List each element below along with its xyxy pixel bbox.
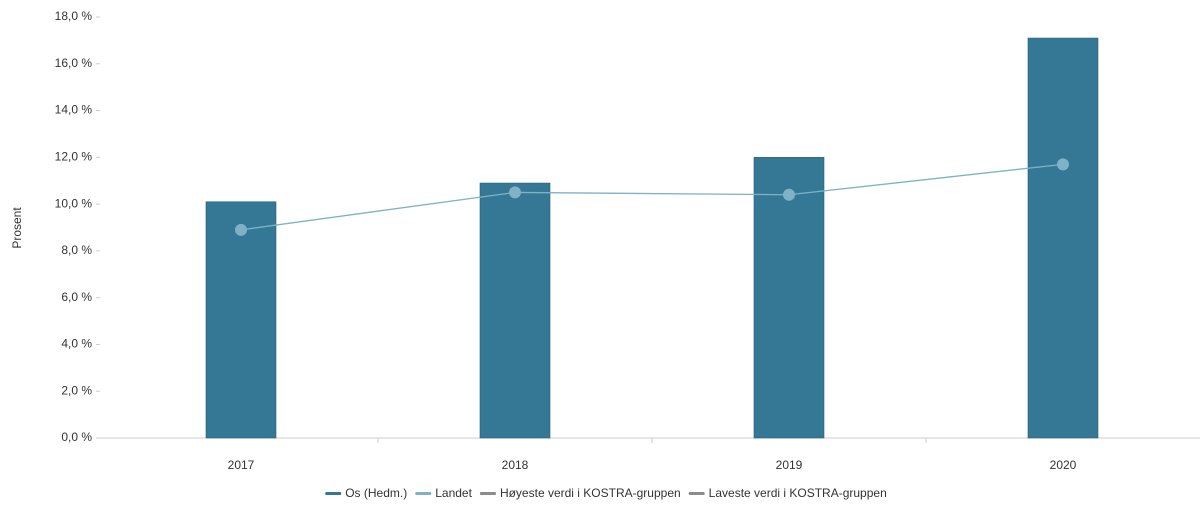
y-tick-label: 0,0 % [61, 430, 92, 444]
y-axis-title: Prosent [10, 207, 24, 249]
x-tick-label: 2019 [776, 458, 803, 472]
legend-label: Os (Hedm.) [345, 486, 407, 500]
marker [783, 188, 795, 201]
bar [753, 157, 825, 439]
legend-label: Landet [435, 486, 472, 500]
legend-swatch [325, 492, 342, 495]
x-tick-label: 2020 [1050, 458, 1077, 472]
y-tick-label: 10,0 % [55, 196, 93, 210]
legend-swatch [415, 492, 432, 495]
y-tick-label: 18,0 % [55, 9, 93, 23]
y-tick-label: 2,0 % [61, 383, 92, 397]
y-tick-label: 6,0 % [61, 290, 92, 304]
y-tick-label: 16,0 % [55, 56, 93, 70]
y-tick-label: 14,0 % [55, 103, 93, 117]
marker [1057, 158, 1069, 171]
y-tick-label: 12,0 % [55, 150, 93, 164]
y-tick-label: 8,0 % [61, 243, 92, 257]
bar [1027, 37, 1099, 439]
legend-swatch [688, 492, 705, 495]
legend-swatch [479, 492, 496, 495]
legend-label: Høyeste verdi i KOSTRA-gruppen [500, 486, 681, 500]
x-tick-label: 2018 [502, 458, 529, 472]
line [240, 163, 1064, 231]
y-tick-label: 4,0 % [61, 337, 92, 351]
marker [235, 223, 247, 236]
bar [479, 182, 551, 439]
legend-label: Laveste verdi i KOSTRA-gruppen [709, 486, 887, 500]
marker [509, 186, 521, 199]
x-tick-label: 2017 [228, 458, 255, 472]
bar [205, 201, 277, 439]
